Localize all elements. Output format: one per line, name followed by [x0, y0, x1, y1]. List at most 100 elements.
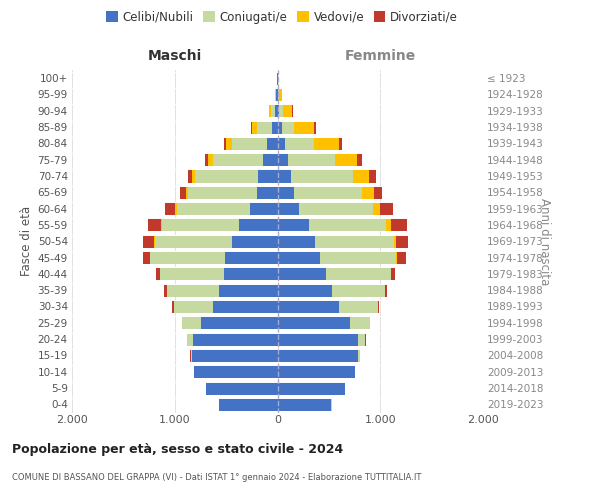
Bar — [380, 202, 393, 215]
Bar — [283, 104, 292, 118]
Bar — [292, 104, 293, 118]
Bar — [155, 234, 232, 248]
Text: Popolazione per età, sesso e stato civile - 2024: Popolazione per età, sesso e stato civil… — [12, 442, 343, 456]
Bar — [185, 186, 188, 199]
Bar — [239, 218, 278, 232]
Bar — [285, 137, 314, 150]
Bar — [219, 284, 278, 296]
Bar — [278, 153, 287, 166]
Bar — [350, 316, 370, 330]
Bar — [257, 186, 278, 199]
Bar — [208, 153, 213, 166]
Bar — [279, 88, 282, 101]
Bar — [338, 300, 378, 313]
Bar — [278, 316, 350, 330]
Bar — [165, 202, 175, 215]
Bar — [278, 186, 294, 199]
Bar — [202, 316, 278, 330]
Bar — [250, 202, 278, 215]
Bar — [287, 153, 335, 166]
Bar — [224, 268, 278, 280]
Bar — [174, 300, 213, 313]
Bar — [396, 234, 409, 248]
Bar — [164, 284, 167, 296]
Bar — [188, 170, 192, 182]
Bar — [332, 284, 385, 296]
Bar — [179, 186, 185, 199]
Bar — [232, 234, 278, 248]
Bar — [167, 284, 219, 296]
Bar — [339, 137, 342, 150]
Bar — [370, 170, 376, 182]
Bar — [278, 120, 282, 134]
Bar — [276, 88, 278, 101]
Bar — [148, 218, 161, 232]
Bar — [295, 120, 314, 134]
Bar — [279, 104, 283, 118]
Bar — [290, 170, 353, 182]
Bar — [314, 137, 339, 150]
Bar — [269, 104, 271, 118]
Bar — [396, 251, 397, 264]
Bar — [177, 202, 250, 215]
Bar — [275, 88, 276, 101]
Bar — [188, 186, 257, 199]
Bar — [386, 218, 391, 232]
Bar — [278, 268, 326, 280]
Bar — [278, 300, 338, 313]
Bar — [252, 120, 257, 134]
Bar — [278, 88, 279, 101]
Bar — [205, 153, 208, 166]
Bar — [187, 332, 193, 345]
Bar — [213, 300, 278, 313]
Bar — [278, 170, 290, 182]
Bar — [182, 316, 202, 330]
Bar — [362, 186, 374, 199]
Bar — [358, 349, 360, 362]
Bar — [374, 186, 382, 199]
Bar — [191, 349, 192, 362]
Bar — [278, 202, 299, 215]
Text: COMUNE DI BASSANO DEL GRAPPA (VI) - Dati ISTAT 1° gennaio 2024 - Elaborazione TU: COMUNE DI BASSANO DEL GRAPPA (VI) - Dati… — [12, 472, 421, 482]
Text: Maschi: Maschi — [148, 50, 202, 64]
Bar — [213, 153, 263, 166]
Bar — [282, 120, 295, 134]
Bar — [373, 202, 380, 215]
Bar — [278, 218, 308, 232]
Bar — [391, 218, 407, 232]
Bar — [326, 268, 391, 280]
Bar — [294, 186, 362, 199]
Bar — [278, 284, 332, 296]
Bar — [271, 104, 275, 118]
Bar — [314, 234, 394, 248]
Bar — [278, 104, 279, 118]
Bar — [161, 218, 162, 232]
Bar — [278, 382, 345, 394]
Bar — [193, 332, 278, 345]
Bar — [225, 251, 278, 264]
Y-axis label: Anni di nascita: Anni di nascita — [538, 198, 551, 285]
Bar — [353, 170, 370, 182]
Bar — [385, 284, 387, 296]
Bar — [278, 332, 358, 345]
Bar — [267, 137, 278, 150]
Bar — [156, 268, 160, 280]
Bar — [278, 137, 285, 150]
Bar — [154, 234, 155, 248]
Bar — [320, 251, 396, 264]
Bar — [226, 137, 232, 150]
Bar — [194, 365, 278, 378]
Legend: Celibi/Nubili, Coniugati/e, Vedovi/e, Divorziati/e: Celibi/Nubili, Coniugati/e, Vedovi/e, Di… — [101, 6, 463, 28]
Bar — [206, 382, 278, 394]
Bar — [162, 218, 239, 232]
Bar — [172, 300, 174, 313]
Bar — [192, 170, 196, 182]
Bar — [224, 137, 226, 150]
Bar — [358, 332, 365, 345]
Bar — [308, 218, 386, 232]
Bar — [232, 137, 267, 150]
Bar — [220, 398, 278, 411]
Bar — [278, 349, 358, 362]
Bar — [278, 251, 320, 264]
Bar — [275, 104, 278, 118]
